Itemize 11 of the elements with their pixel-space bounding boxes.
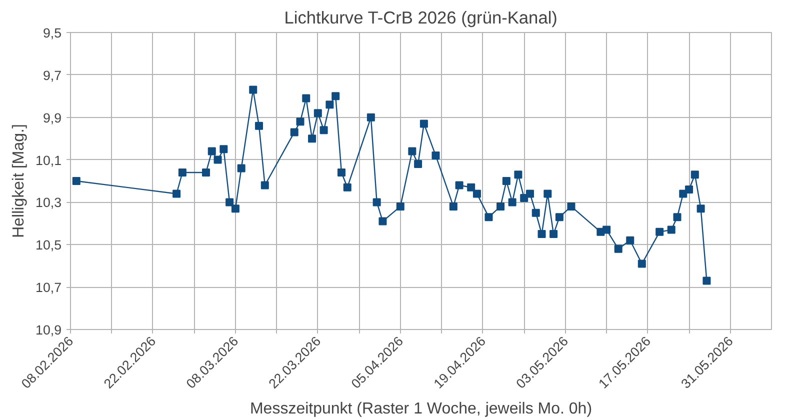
y-tick-label: 10,5	[36, 238, 62, 253]
y-tick-label: 10,3	[36, 195, 62, 210]
chart-title: Lichtkurve T-CrB 2026 (grün-Kanal)	[284, 8, 558, 28]
x-axis-title: Messzeitpunkt (Raster 1 Woche, jeweils Mo. 0h)	[250, 400, 592, 418]
y-axis-title: Helligkeit [Mag.]	[10, 124, 28, 238]
y-tick-label: 10,9	[36, 322, 62, 338]
y-tick-label: 9,5	[42, 26, 62, 40]
y-tick-label: 9,9	[42, 110, 62, 126]
y-tick-label: 9,7	[42, 68, 62, 83]
y-tick-label: 10,7	[36, 280, 62, 296]
y-tick-label: 10,1	[36, 152, 62, 168]
